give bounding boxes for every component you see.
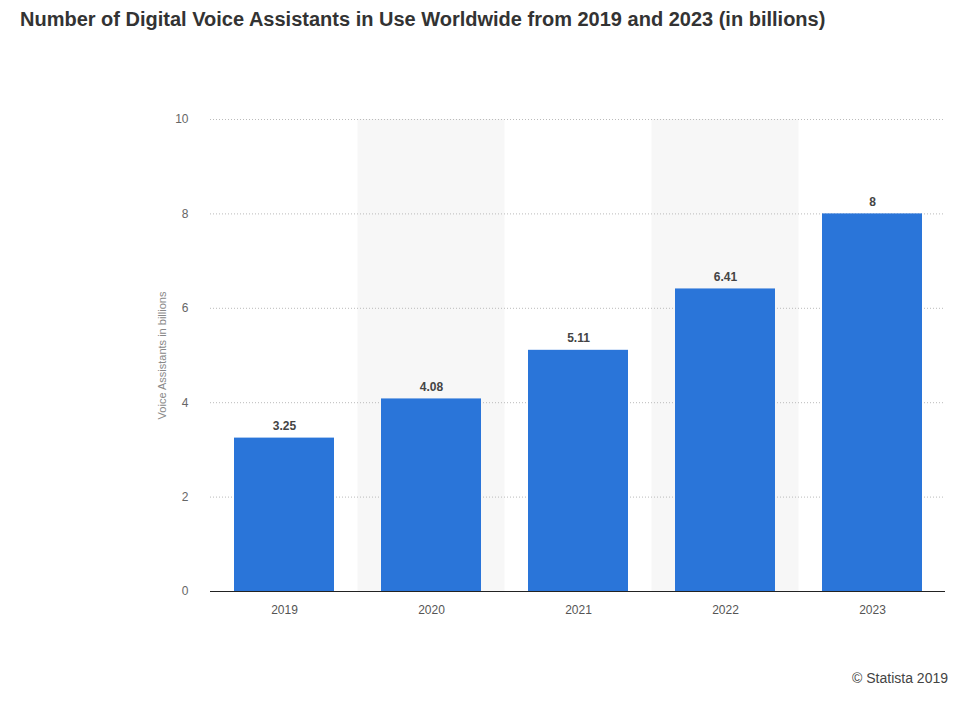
svg-text:8: 8 xyxy=(182,207,189,221)
svg-text:3.25: 3.25 xyxy=(273,419,297,433)
svg-text:2023: 2023 xyxy=(859,603,886,617)
svg-text:4.08: 4.08 xyxy=(420,380,444,394)
svg-text:0: 0 xyxy=(182,584,189,598)
svg-text:Voice Assistants in billions: Voice Assistants in billions xyxy=(156,291,168,419)
svg-text:10: 10 xyxy=(175,112,189,126)
svg-text:4: 4 xyxy=(182,396,189,410)
svg-text:6.41: 6.41 xyxy=(714,270,738,284)
svg-text:8: 8 xyxy=(869,195,876,209)
svg-text:2019: 2019 xyxy=(271,603,298,617)
html-text:Number of Digital Voice Assist: Number of Digital Voice Assistants in Us… xyxy=(20,8,826,30)
svg-text:5.11: 5.11 xyxy=(567,331,590,345)
svg-text:2022: 2022 xyxy=(712,603,739,617)
svg-text:2: 2 xyxy=(182,490,189,504)
svg-text:6: 6 xyxy=(182,301,189,315)
html-text:© Statista 2019: © Statista 2019 xyxy=(852,670,948,686)
svg-text:2020: 2020 xyxy=(418,603,445,617)
svg-text:2021: 2021 xyxy=(565,603,592,617)
